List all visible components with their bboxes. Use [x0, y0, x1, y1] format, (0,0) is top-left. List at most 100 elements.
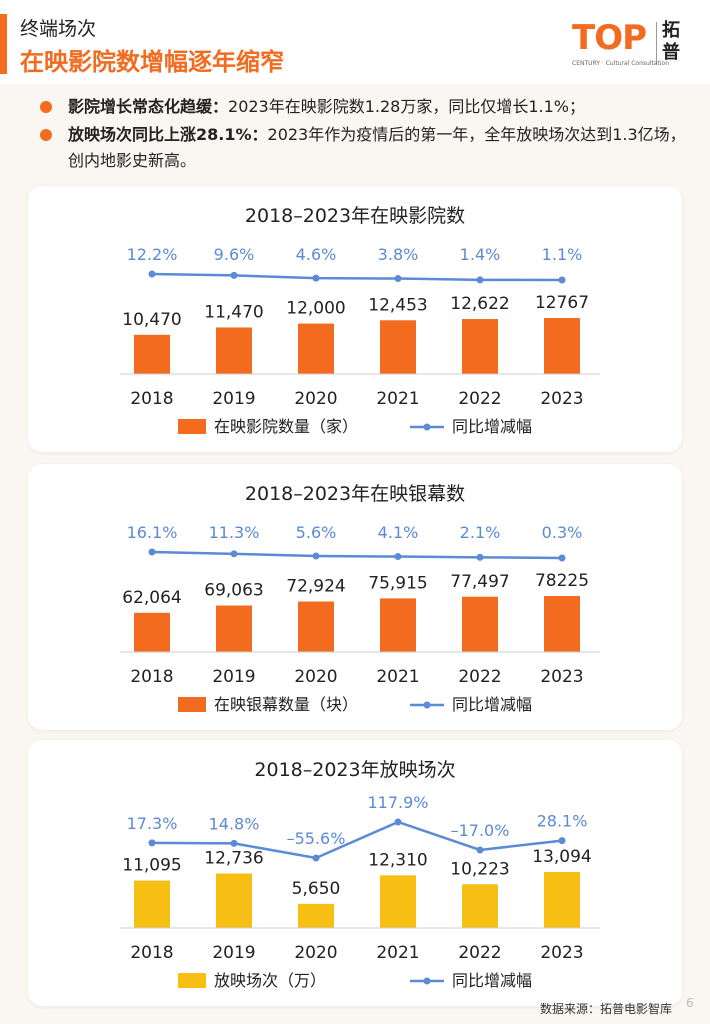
bar-2021: [380, 598, 416, 652]
x-tick-label: 2022: [458, 667, 501, 687]
legend-bar-swatch: [178, 973, 206, 988]
page-header: 终端场次 在映影院数增幅逐年缩窄 TOP 拓普 CENTURY · Cultur…: [0, 0, 710, 84]
bar-value-label: 69,063: [204, 581, 263, 601]
logo-divider: [656, 22, 657, 64]
bar-2023: [544, 872, 580, 928]
x-tick-label: 2021: [376, 943, 419, 963]
chart-screens: 2018–2023年在映银幕数 62,064 69,063 72,924 75,915 7…: [120, 483, 600, 714]
data-source: 数据来源：拓普电影智库: [539, 1002, 672, 1016]
yoy-point-2022: [476, 846, 484, 854]
yoy-point-2022: [476, 276, 484, 284]
x-tick-label: 2022: [458, 389, 501, 409]
brand-logo: TOP 拓普 CENTURY · Cultural Consultation: [572, 18, 692, 74]
bullet-2: 放映场次同比上涨28.1%：2023年作为疫情后的第一年，全年放映场次达到1.3…: [40, 122, 690, 174]
bar-2018: [134, 612, 170, 652]
bar-value-label: 12,453: [368, 295, 427, 315]
yoy-point-2023: [558, 276, 566, 284]
legend-bar-swatch: [178, 419, 206, 434]
accent-bar: [0, 14, 7, 74]
legend-line-label: 同比增减幅: [452, 971, 532, 990]
legend-line-label: 同比增减幅: [452, 695, 532, 714]
bar-2023: [544, 318, 580, 374]
yoy-point-2019: [230, 271, 238, 279]
bar-2019: [216, 605, 252, 652]
bar-2018: [134, 334, 170, 374]
bar-2023: [544, 596, 580, 652]
logo-mark: TOP: [572, 18, 647, 58]
yoy-label: 2.1%: [460, 523, 501, 542]
bar-value-label: 13,094: [532, 847, 591, 867]
x-tick-label: 2020: [294, 943, 337, 963]
yoy-point-2019: [230, 550, 238, 558]
bar-2019: [216, 327, 252, 374]
yoy-label: 117.9%: [367, 793, 428, 812]
yoy-label: 4.6%: [296, 245, 337, 264]
bar-value-label: 10,223: [450, 859, 509, 879]
legend-bar-label: 在映银幕数量（块）: [214, 695, 358, 714]
chart-screenings: 2018–2023年放映场次 11,095 12,736 5,650 12,310 10,…: [120, 759, 600, 990]
bar-value-label: 12,736: [204, 849, 263, 869]
x-tick-label: 2018: [130, 667, 173, 687]
yoy-point-2021: [394, 553, 402, 561]
chart-title: 2018–2023年在映银幕数: [245, 483, 465, 505]
bar-2022: [462, 596, 498, 652]
bullet-dot-icon: [40, 129, 52, 141]
x-tick-label: 2020: [294, 667, 337, 687]
legend-line-dot: [423, 701, 431, 709]
yoy-point-2019: [230, 839, 238, 847]
bullet-dot-icon: [40, 101, 52, 113]
yoy-line: [151, 272, 563, 282]
bar-value-label: 12,310: [368, 850, 427, 870]
x-tick-label: 2018: [130, 389, 173, 409]
legend-bar-label: 在映影院数量（家）: [214, 417, 358, 436]
yoy-label: 17.3%: [127, 814, 178, 833]
yoy-label: 3.8%: [378, 245, 419, 264]
x-tick-label: 2019: [212, 943, 255, 963]
chart-card-cinemas: 2018–2023年在映影院数 10,470 11,470 12,000 12,453 1…: [28, 186, 682, 452]
yoy-point-2018: [148, 839, 156, 847]
section-kicker: 终端场次: [20, 18, 97, 40]
yoy-line: [151, 820, 563, 860]
chart-card-screens: 2018–2023年在映银幕数 62,064 69,063 72,924 75,915 7…: [28, 464, 682, 730]
yoy-point-2020: [312, 552, 320, 560]
logo-sub: CENTURY · Cultural Consultation: [572, 60, 670, 67]
x-tick-label: 2023: [540, 943, 583, 963]
x-tick-label: 2021: [376, 389, 419, 409]
x-tick-label: 2019: [212, 389, 255, 409]
yoy-label: 1.1%: [542, 245, 583, 264]
legend-line-dot: [423, 977, 431, 985]
x-tick-label: 2023: [540, 667, 583, 687]
chart-title: 2018–2023年放映场次: [254, 759, 455, 781]
bar-2018: [134, 880, 170, 928]
bar-2020: [298, 903, 334, 928]
bullet-lead: 放映场次同比上涨28.1%：: [68, 125, 268, 144]
yoy-line: [151, 550, 563, 560]
yoy-label: 1.4%: [460, 245, 501, 264]
bullet-text: 2023年在映影院数1.28万家，同比仅增长1.1%；: [228, 97, 586, 116]
bar-value-label: 78225: [535, 571, 589, 591]
page-number: 6: [686, 996, 694, 1010]
x-tick-label: 2019: [212, 667, 255, 687]
yoy-label: 4.1%: [378, 523, 419, 542]
bar-2022: [462, 884, 498, 928]
x-tick-label: 2020: [294, 389, 337, 409]
bar-value-label: 11,470: [204, 302, 263, 322]
yoy-label: 11.3%: [209, 523, 260, 542]
x-tick-label: 2021: [376, 667, 419, 687]
yoy-label: 0.3%: [542, 523, 583, 542]
yoy-point-2021: [394, 275, 402, 283]
bar-2020: [298, 323, 334, 374]
bar-value-label: 12,622: [450, 294, 509, 314]
logo-cn: 拓普: [662, 20, 680, 63]
bar-value-label: 11,095: [122, 856, 181, 876]
bar-value-label: 77,497: [450, 572, 509, 592]
yoy-point-2018: [148, 548, 156, 556]
yoy-label: 12.2%: [127, 245, 178, 264]
summary-bullets: 影院增长常态化趋缓：2023年在映影院数1.28万家，同比仅增长1.1%； 放映…: [40, 94, 690, 176]
bar-2022: [462, 319, 498, 374]
yoy-label: 14.8%: [209, 814, 260, 833]
chart-cinemas: 2018–2023年在映影院数 10,470 11,470 12,000 12,453 1…: [120, 205, 600, 436]
bullet-1: 影院增长常态化趋缓：2023年在映影院数1.28万家，同比仅增长1.1%；: [40, 94, 690, 120]
bar-value-label: 12,000: [286, 299, 345, 319]
bar-2021: [380, 875, 416, 928]
